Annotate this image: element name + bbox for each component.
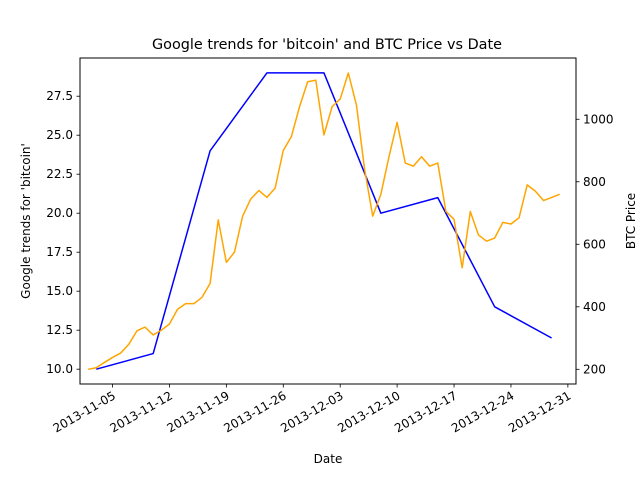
left-y-tick-label: 15.0 bbox=[46, 284, 73, 298]
left-y-tick-label: 17.5 bbox=[46, 245, 73, 259]
x-tick-label: 2013-12-31 bbox=[506, 388, 573, 435]
right-y-tick-label: 400 bbox=[583, 300, 606, 314]
left-y-tick-label: 20.0 bbox=[46, 206, 73, 220]
x-tick-label: 2013-12-03 bbox=[278, 388, 345, 435]
left-y-tick-label: 10.0 bbox=[46, 362, 73, 376]
right-y-tick-label: 1000 bbox=[583, 112, 614, 126]
left-y-tick-label: 27.5 bbox=[46, 89, 73, 103]
x-axis-title: Date bbox=[314, 452, 343, 466]
right-y-tick-label: 600 bbox=[583, 237, 606, 251]
left-y-tick-label: 22.5 bbox=[46, 167, 73, 181]
x-tick-label: 2013-11-05 bbox=[51, 388, 118, 435]
right-axis-title: BTC Price bbox=[624, 193, 638, 249]
left-axis-title: Google trends for 'bitcoin' bbox=[19, 143, 33, 299]
x-tick-label: 2013-12-24 bbox=[449, 388, 516, 435]
x-tick-label: 2013-11-26 bbox=[221, 388, 288, 435]
series-line-btc-price bbox=[87, 72, 561, 371]
plot-frame bbox=[79, 57, 577, 385]
series-line-google-trends bbox=[96, 72, 552, 370]
x-tick-label: 2013-11-12 bbox=[108, 388, 175, 435]
x-tick-label: 2013-12-10 bbox=[335, 388, 402, 435]
plot-marks: 2013-11-052013-11-122013-11-192013-11-26… bbox=[46, 72, 614, 435]
left-y-tick-label: 12.5 bbox=[46, 323, 73, 337]
left-y-tick-label: 25.0 bbox=[46, 128, 73, 142]
right-y-tick-label: 800 bbox=[583, 175, 606, 189]
x-tick-label: 2013-12-17 bbox=[392, 388, 459, 435]
right-y-tick-label: 200 bbox=[583, 362, 606, 376]
chart-title: Google trends for 'bitcoin' and BTC Pric… bbox=[152, 37, 502, 53]
x-tick-label: 2013-11-19 bbox=[164, 388, 231, 435]
